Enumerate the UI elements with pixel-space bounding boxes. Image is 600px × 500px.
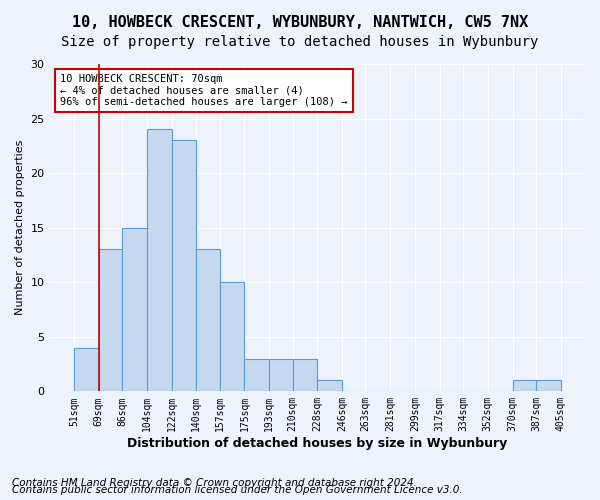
Text: Size of property relative to detached houses in Wybunbury: Size of property relative to detached ho…	[61, 35, 539, 49]
Bar	[172, 140, 196, 392]
Bar	[122, 228, 147, 392]
Bar	[536, 380, 560, 392]
Bar	[147, 130, 172, 392]
Text: Contains HM Land Registry data © Crown copyright and database right 2024.: Contains HM Land Registry data © Crown c…	[12, 478, 417, 488]
Bar	[293, 358, 317, 392]
Bar	[74, 348, 98, 392]
Bar	[244, 358, 269, 392]
Text: Contains public sector information licensed under the Open Government Licence v3: Contains public sector information licen…	[12, 485, 463, 495]
Text: 10, HOWBECK CRESCENT, WYBUNBURY, NANTWICH, CW5 7NX: 10, HOWBECK CRESCENT, WYBUNBURY, NANTWIC…	[72, 15, 528, 30]
Bar	[220, 282, 244, 392]
Bar	[317, 380, 342, 392]
Bar	[512, 380, 536, 392]
Bar	[196, 250, 220, 392]
Bar	[269, 358, 293, 392]
X-axis label: Distribution of detached houses by size in Wybunbury: Distribution of detached houses by size …	[127, 437, 508, 450]
Y-axis label: Number of detached properties: Number of detached properties	[15, 140, 25, 316]
Bar	[98, 250, 122, 392]
Text: 10 HOWBECK CRESCENT: 70sqm
← 4% of detached houses are smaller (4)
96% of semi-d: 10 HOWBECK CRESCENT: 70sqm ← 4% of detac…	[60, 74, 348, 107]
